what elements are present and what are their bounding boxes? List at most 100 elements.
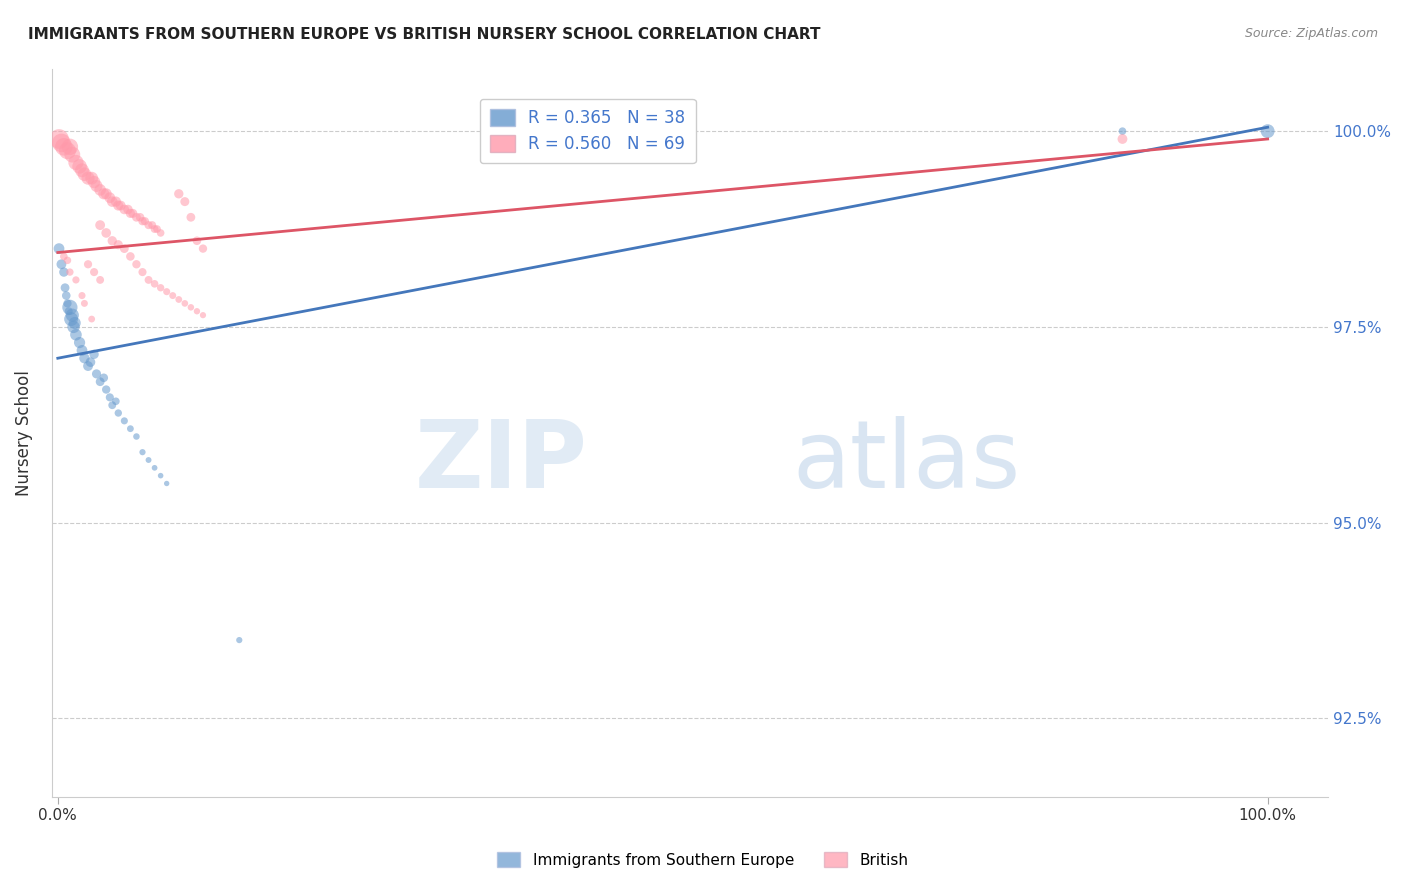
Point	[65, 273, 87, 287]
Legend: Immigrants from Southern Europe, British: Immigrants from Southern Europe, British	[489, 844, 917, 875]
Point	[93, 371, 115, 385]
Point	[107, 406, 129, 420]
Point	[70, 163, 93, 178]
Point	[73, 296, 96, 310]
Point	[83, 347, 105, 361]
Point	[149, 281, 172, 295]
Text: IMMIGRANTS FROM SOUTHERN EUROPE VS BRITISH NURSERY SCHOOL CORRELATION CHART: IMMIGRANTS FROM SOUTHERN EUROPE VS BRITI…	[28, 27, 821, 42]
Point	[69, 160, 91, 174]
Point	[80, 171, 103, 186]
Point	[138, 453, 160, 467]
Point	[96, 383, 118, 397]
Text: atlas: atlas	[792, 416, 1021, 508]
Point	[89, 375, 111, 389]
Point	[1257, 124, 1279, 138]
Point	[80, 312, 103, 326]
Point	[89, 183, 111, 197]
Point	[125, 211, 148, 225]
Point	[77, 359, 100, 373]
Point	[98, 191, 121, 205]
Point	[186, 234, 208, 248]
Point	[112, 202, 135, 217]
Point	[51, 136, 73, 150]
Point	[86, 367, 108, 381]
Point	[73, 351, 96, 366]
Point	[52, 249, 75, 263]
Point	[62, 319, 84, 334]
Point	[86, 178, 108, 193]
Point	[129, 211, 152, 225]
Point	[125, 429, 148, 443]
Point	[131, 214, 153, 228]
Point	[173, 296, 195, 310]
Point	[56, 253, 79, 268]
Point	[104, 194, 127, 209]
Point	[52, 140, 75, 154]
Point	[60, 312, 83, 326]
Legend: R = 0.365   N = 38, R = 0.560   N = 69: R = 0.365 N = 38, R = 0.560 N = 69	[479, 99, 696, 163]
Point	[120, 206, 142, 220]
Point	[59, 140, 82, 154]
Point	[58, 304, 80, 318]
Point	[134, 214, 156, 228]
Point	[110, 198, 132, 212]
Point	[191, 242, 214, 256]
Point	[89, 273, 111, 287]
Point	[56, 144, 79, 158]
Point	[191, 308, 214, 322]
Point	[173, 194, 195, 209]
Point	[120, 422, 142, 436]
Point	[167, 293, 190, 307]
Point	[69, 335, 91, 350]
Point	[60, 308, 83, 322]
Point	[149, 468, 172, 483]
Point	[101, 234, 124, 248]
Point	[107, 198, 129, 212]
Point	[51, 257, 73, 271]
Point	[228, 633, 250, 648]
Point	[56, 296, 79, 310]
Point	[70, 288, 93, 302]
Point	[180, 211, 202, 225]
Point	[89, 218, 111, 232]
Point	[59, 265, 82, 279]
Point	[96, 186, 118, 201]
Point	[180, 301, 202, 315]
Point	[77, 257, 100, 271]
Point	[162, 288, 184, 302]
Point	[112, 242, 135, 256]
Point	[167, 186, 190, 201]
Point	[1111, 132, 1133, 146]
Point	[107, 237, 129, 252]
Point	[131, 445, 153, 459]
Point	[65, 327, 87, 342]
Point	[77, 171, 100, 186]
Point	[143, 277, 166, 291]
Point	[79, 355, 101, 369]
Point	[83, 265, 105, 279]
Point	[55, 288, 77, 302]
Point	[146, 222, 169, 236]
Point	[65, 155, 87, 169]
Point	[156, 476, 179, 491]
Point	[48, 132, 70, 146]
Point	[53, 281, 76, 295]
Text: Source: ZipAtlas.com: Source: ZipAtlas.com	[1244, 27, 1378, 40]
Point	[112, 414, 135, 428]
Point	[121, 206, 143, 220]
Point	[98, 390, 121, 404]
Point	[143, 460, 166, 475]
Point	[48, 242, 70, 256]
Point	[120, 249, 142, 263]
Point	[96, 226, 118, 240]
Y-axis label: Nursery School: Nursery School	[15, 369, 32, 496]
Point	[93, 186, 115, 201]
Point	[143, 222, 166, 236]
Point	[101, 194, 124, 209]
Text: ZIP: ZIP	[415, 416, 588, 508]
Point	[1111, 124, 1133, 138]
Point	[138, 218, 160, 232]
Point	[70, 343, 93, 358]
Point	[125, 257, 148, 271]
Point	[101, 398, 124, 412]
